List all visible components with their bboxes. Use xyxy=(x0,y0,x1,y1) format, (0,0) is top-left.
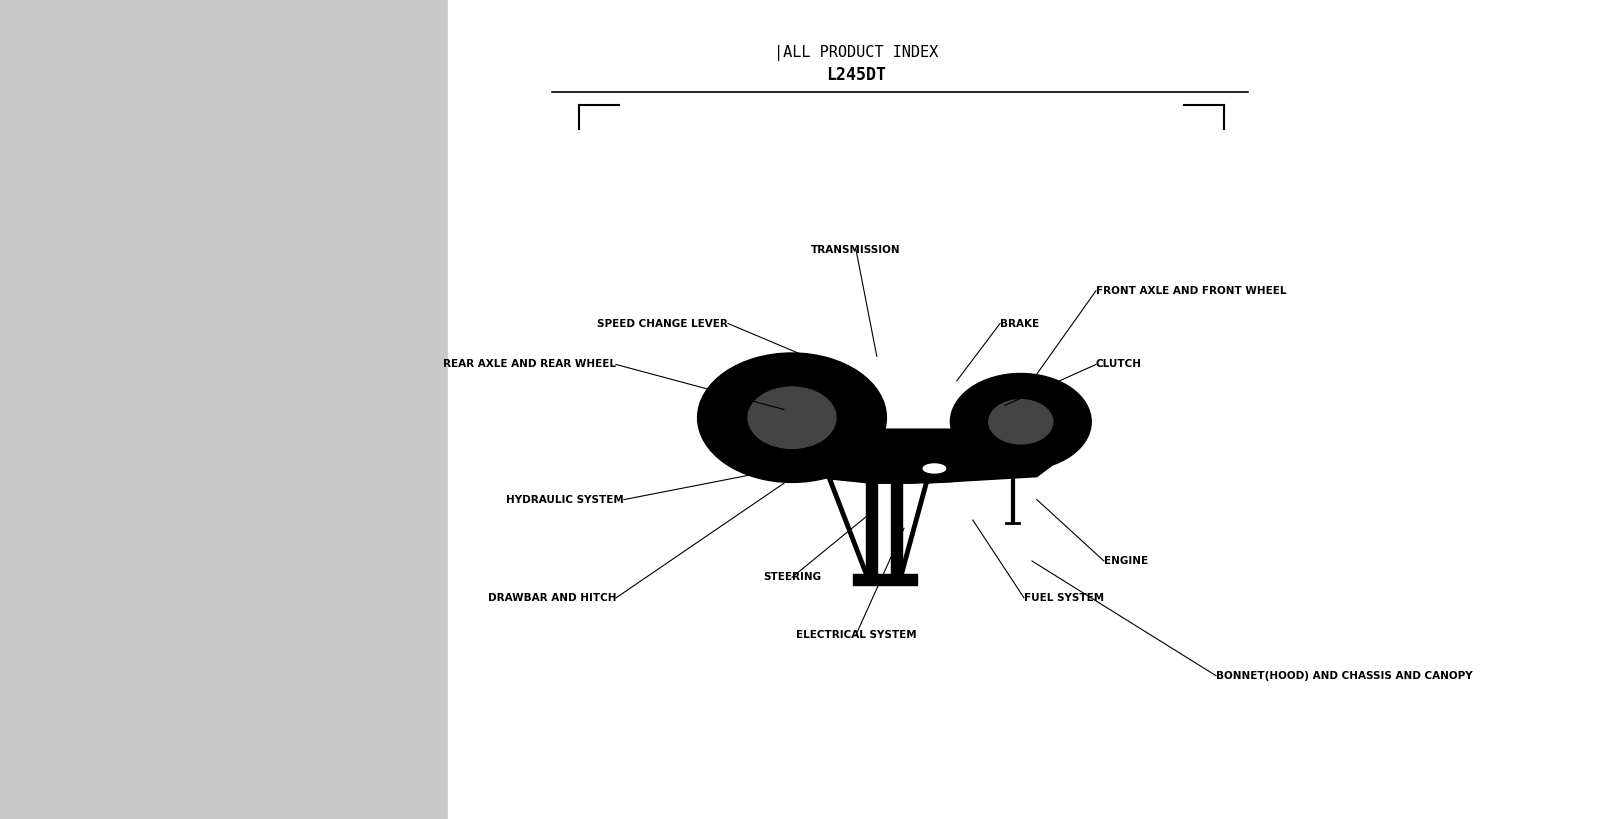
Text: STEERING: STEERING xyxy=(763,572,821,582)
Bar xyxy=(891,475,902,577)
Text: BONNET(HOOD) AND CHASSIS AND CANOPY: BONNET(HOOD) AND CHASSIS AND CANOPY xyxy=(1216,671,1472,681)
Text: ELECTRICAL SYSTEM: ELECTRICAL SYSTEM xyxy=(795,630,917,640)
Bar xyxy=(853,574,917,585)
Text: CLUTCH: CLUTCH xyxy=(1096,360,1142,369)
Polygon shape xyxy=(808,429,1061,483)
Ellipse shape xyxy=(923,464,946,473)
Text: ENGINE: ENGINE xyxy=(1104,556,1149,566)
Text: DRAWBAR AND HITCH: DRAWBAR AND HITCH xyxy=(488,593,616,603)
Ellipse shape xyxy=(989,400,1053,444)
Ellipse shape xyxy=(950,373,1091,470)
Ellipse shape xyxy=(749,387,835,449)
Text: BRAKE: BRAKE xyxy=(1000,319,1038,328)
Ellipse shape xyxy=(917,461,952,476)
Text: SPEED CHANGE LEVER: SPEED CHANGE LEVER xyxy=(597,319,728,328)
Ellipse shape xyxy=(698,353,886,482)
Text: HYDRAULIC SYSTEM: HYDRAULIC SYSTEM xyxy=(506,495,624,505)
Text: REAR AXLE AND REAR WHEEL: REAR AXLE AND REAR WHEEL xyxy=(443,360,616,369)
Text: FUEL SYSTEM: FUEL SYSTEM xyxy=(1024,593,1104,603)
Text: |ALL PRODUCT INDEX: |ALL PRODUCT INDEX xyxy=(774,45,938,61)
Text: L245DT: L245DT xyxy=(826,66,886,84)
Bar xyxy=(866,475,877,577)
Text: TRANSMISSION: TRANSMISSION xyxy=(811,245,901,255)
Text: FRONT AXLE AND FRONT WHEEL: FRONT AXLE AND FRONT WHEEL xyxy=(1096,286,1286,296)
Polygon shape xyxy=(925,444,1061,483)
